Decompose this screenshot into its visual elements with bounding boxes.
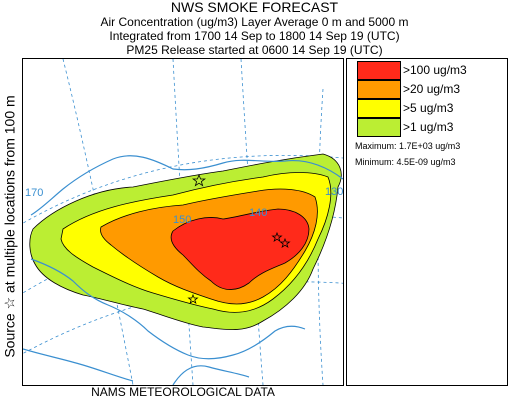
data-source-footer: NAMS METEOROLOGICAL DATA bbox=[91, 385, 275, 399]
smoke-map: 170 150 140 130 bbox=[22, 58, 344, 386]
plume-over-100 bbox=[170, 208, 310, 290]
integration-period: Integrated from 1700 14 Sep to 1800 14 S… bbox=[109, 29, 400, 43]
legend-swatch-over-20 bbox=[357, 80, 401, 99]
star-outline-icon bbox=[279, 237, 291, 248]
legend-swatch-over-1 bbox=[357, 118, 401, 137]
legend-label-over-5: >5 ug/m3 bbox=[403, 101, 454, 115]
legend-swatch-over-100 bbox=[357, 61, 401, 80]
star-outline-icon bbox=[187, 293, 199, 304]
grid-label-150: 150 bbox=[173, 214, 191, 226]
coastline bbox=[23, 155, 343, 385]
star-outline-icon bbox=[192, 173, 206, 187]
legend-item-over-1: >1 ug/m3 bbox=[357, 118, 509, 137]
map-canvas: 170 150 140 130 bbox=[23, 59, 343, 385]
concentration-description: Air Concentration (ug/m3) Layer Average … bbox=[100, 15, 409, 29]
map-title: NWS SMOKE FORECAST bbox=[170, 0, 339, 15]
grid-label-130: 130 bbox=[325, 186, 343, 198]
maximum-value: Maximum: 1.7E+03 ug/m3 bbox=[355, 141, 461, 151]
legend-item-over-100: >100 ug/m3 bbox=[357, 61, 509, 80]
legend-swatch-over-5 bbox=[357, 99, 401, 118]
legend-label-over-100: >100 ug/m3 bbox=[403, 63, 467, 77]
source-side-label: Source ☆ at multiple locations from 100 … bbox=[1, 95, 18, 358]
legend-label-over-1: >1 ug/m3 bbox=[403, 120, 454, 134]
legend-label-over-20: >20 ug/m3 bbox=[403, 82, 461, 96]
star-outline-icon bbox=[271, 231, 283, 242]
grid-label-140: 140 bbox=[249, 207, 267, 219]
legend-panel: >100 ug/m3 >20 ug/m3 >5 ug/m3 >1 ug/m3 M… bbox=[346, 58, 508, 386]
release-start: PM25 Release started at 0600 14 Sep 19 (… bbox=[126, 43, 383, 57]
minimum-value: Minimum: 4.5E-09 ug/m3 bbox=[355, 157, 456, 167]
source-markers bbox=[187, 173, 291, 304]
grid-label-170: 170 bbox=[25, 187, 43, 199]
legend-item-over-5: >5 ug/m3 bbox=[357, 99, 509, 118]
legend-item-over-20: >20 ug/m3 bbox=[357, 80, 509, 99]
